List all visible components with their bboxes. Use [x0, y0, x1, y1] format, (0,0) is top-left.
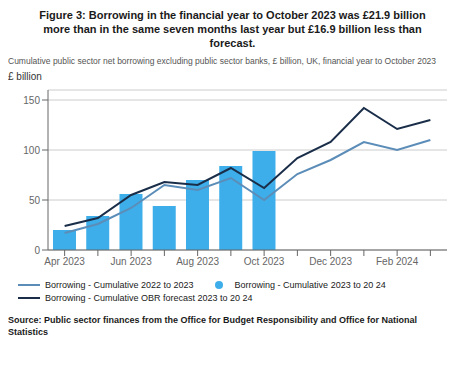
html-text:Statistics: Statistics [8, 327, 48, 337]
svg-text:Oct 2023: Oct 2023 [244, 256, 285, 267]
svg-text:Apr 2023: Apr 2023 [44, 256, 85, 267]
svg-text:150: 150 [23, 95, 40, 106]
svg-text:Feb 2024: Feb 2024 [376, 256, 419, 267]
html-text:Borrowing - Cumulative OBR for: Borrowing - Cumulative OBR forecast 2023… [45, 293, 253, 303]
html-text:£ billion: £ billion [8, 71, 42, 82]
html-text:more than in the same seven mo: more than in the same seven months last … [43, 23, 422, 35]
html-text:Borrowing - Cumulative 2022 to: Borrowing - Cumulative 2022 to 2023 [45, 280, 194, 290]
svg-text:Aug 2023: Aug 2023 [176, 256, 219, 267]
svg-text:0: 0 [34, 245, 40, 256]
html-text:Borrowing - Cumulative 2023 to: Borrowing - Cumulative 2023 to 20 24 [234, 280, 386, 290]
svg-text:Jun 2023: Jun 2023 [111, 256, 153, 267]
html-text:Cumulative public sector net b: Cumulative public sector net borrowing e… [8, 56, 437, 66]
svg-text:50: 50 [29, 195, 41, 206]
html-text:Figure 3: Borrowing in the fin: Figure 3: Borrowing in the financial yea… [39, 9, 426, 21]
svg-text:100: 100 [23, 145, 40, 156]
html-text:Source: Public sector finances: Source: Public sector finances from the … [8, 315, 418, 325]
html-text:forecast.: forecast. [209, 37, 256, 49]
svg-text:Dec 2023: Dec 2023 [309, 256, 352, 267]
